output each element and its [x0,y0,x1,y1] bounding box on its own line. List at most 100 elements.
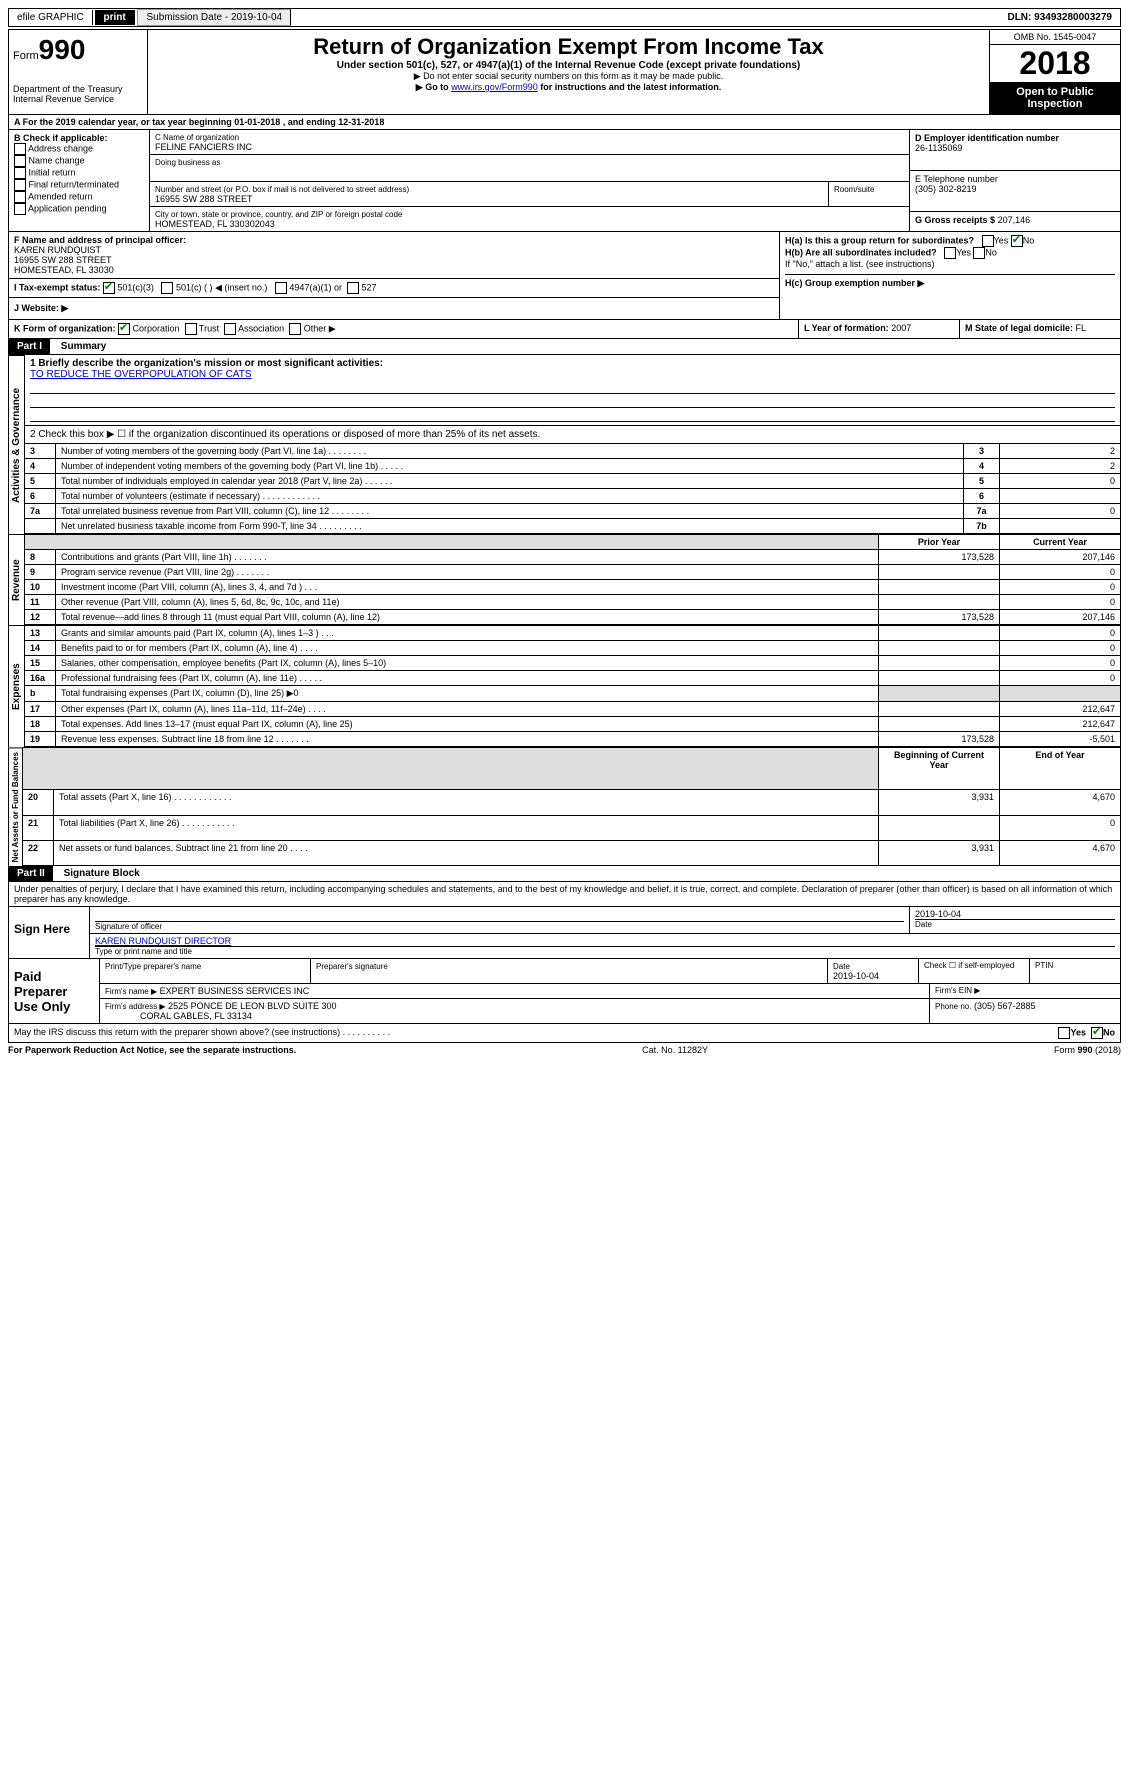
checkbox-amended[interactable] [14,191,26,203]
checkbox-app-pending[interactable] [14,203,26,215]
netassets-table: Beginning of Current YearEnd of Year20To… [23,747,1121,866]
governance-table: 3Number of voting members of the governi… [25,443,1121,534]
goto-note: ▶ Go to www.irs.gov/Form990 for instruct… [152,82,985,93]
checkbox-527[interactable] [347,282,359,294]
submission-date[interactable]: Submission Date - 2019-10-04 [137,9,291,26]
form-number: 990 [39,34,86,65]
perjury-statement: Under penalties of perjury, I declare th… [8,882,1121,907]
checkbox-trust[interactable] [185,323,197,335]
website-label: J Website: ▶ [14,303,68,313]
checkbox-501c[interactable] [161,282,173,294]
open-public: Open to Public Inspection [990,82,1120,114]
form-subtitle: Under section 501(c), 527, or 4947(a)(1)… [152,60,985,71]
irs-link[interactable]: www.irs.gov/Form990 [451,82,538,92]
city-state-zip: HOMESTEAD, FL 330302043 [155,219,275,229]
h-a: H(a) Is this a group return for subordin… [785,235,974,245]
discuss-text: May the IRS discuss this return with the… [14,1027,390,1039]
checkbox-corp[interactable] [118,323,130,335]
checkbox-discuss-yes[interactable] [1058,1027,1070,1039]
cat-no: Cat. No. 11282Y [642,1045,708,1055]
room-label: Room/suite [834,185,874,194]
gross-label: G Gross receipts $ [915,215,995,225]
gross-value: 207,146 [998,215,1031,225]
prep-sig-label: Preparer's signature [316,962,388,971]
phone-value: (305) 302-8219 [915,184,977,194]
sig-officer-label: Signature of officer [95,921,904,931]
form-label: Form [13,50,39,62]
checkbox-hb-yes[interactable] [944,247,956,259]
checkbox-addr-change[interactable] [14,143,26,155]
self-employed-check: Check ☐ if self-employed [919,959,1030,983]
section-bcdeg: B Check if applicable: Address change Na… [8,130,1121,232]
year-formation-label: L Year of formation: [804,323,889,333]
checkbox-name-change[interactable] [14,155,26,167]
top-bar: efile GRAPHIC print Submission Date - 20… [8,8,1121,27]
omb-number: OMB No. 1545-0047 [990,30,1120,45]
vlabel-revenue: Revenue [8,534,25,625]
h-note: If "No," attach a list. (see instruction… [785,259,1115,269]
city-label: City or town, state or province, country… [155,210,402,219]
h-c: H(c) Group exemption number ▶ [785,278,924,288]
phone-label: E Telephone number [915,174,998,184]
vlabel-netassets: Net Assets or Fund Balances [8,747,23,866]
ssn-note: ▶ Do not enter social security numbers o… [152,71,985,82]
checkbox-501c3[interactable] [103,282,115,294]
officer-addr2: HOMESTEAD, FL 33030 [14,265,114,275]
checkbox-4947[interactable] [275,282,287,294]
addr-label: Number and street (or P.O. box if mail i… [155,185,409,194]
checkbox-ha-yes[interactable] [982,235,994,247]
efile-label: efile GRAPHIC [9,10,93,25]
form-ref: Form 990 (2018) [1054,1045,1121,1055]
vlabel-governance: Activities & Governance [8,355,25,534]
mission-label: 1 Briefly describe the organization's mi… [30,358,383,369]
checkbox-final[interactable] [14,179,26,191]
discuss-row: May the IRS discuss this return with the… [8,1024,1121,1043]
ptin-label: PTIN [1030,959,1120,983]
tax-year: 2018 [990,45,1120,82]
org-name: FELINE FANCIERS INC [155,142,252,152]
checkbox-other[interactable] [289,323,301,335]
domicile: FL [1076,323,1087,333]
sign-here-row: Sign Here Signature of officer 2019-10-0… [8,907,1121,959]
vlabel-expenses: Expenses [8,625,25,747]
mission-text[interactable]: TO REDUCE THE OVERPOPULATION OF CATS [30,369,252,380]
paid-preparer-label: Paid Preparer Use Only [9,959,100,1023]
checkbox-hb-no[interactable] [973,247,985,259]
officer-print-name[interactable]: KAREN RUNDQUIST DIRECTOR [95,936,231,946]
print-button[interactable]: print [95,10,134,25]
box-b-label: B Check if applicable: [14,133,108,143]
h-b: H(b) Are all subordinates included? [785,247,937,257]
checkbox-discuss-no[interactable] [1091,1027,1103,1039]
checkbox-initial[interactable] [14,167,26,179]
sign-here-label: Sign Here [9,907,90,958]
pra-notice: For Paperwork Reduction Act Notice, see … [8,1045,296,1055]
form-org-label: K Form of organization: [14,323,116,333]
checkbox-assoc[interactable] [224,323,236,335]
firm-phone: (305) 567-2885 [974,1001,1036,1011]
expenses-table: 13Grants and similar amounts paid (Part … [25,625,1121,747]
org-name-label: C Name of organization [155,133,239,142]
line-a: A For the 2019 calendar year, or tax yea… [8,115,1121,130]
domicile-label: M State of legal domicile: [965,323,1073,333]
form-header: Form990 Department of the Treasury Inter… [8,29,1121,115]
ein-value: 26-1135069 [915,143,962,153]
dba-label: Doing business as [155,158,220,167]
summary-section: Activities & Governance 1 Briefly descri… [8,355,1121,534]
revenue-table: Prior YearCurrent Year8Contributions and… [25,534,1121,625]
paid-preparer-row: Paid Preparer Use Only Print/Type prepar… [8,959,1121,1024]
part-ii-header: Part II Signature Block [8,866,1121,882]
year-formation: 2007 [891,323,911,333]
section-fhij: F Name and address of principal officer:… [8,232,1121,320]
dept-treasury: Department of the Treasury [13,84,143,94]
street-address: 16955 SW 288 STREET [155,194,253,204]
footer: For Paperwork Reduction Act Notice, see … [8,1043,1121,1057]
part-i-header: Part I Summary [8,339,1121,355]
prep-date: 2019-10-04 [833,971,879,981]
firm-name: EXPERT BUSINESS SERVICES INC [160,986,310,996]
section-klm: K Form of organization: Corporation Trus… [8,320,1121,339]
prep-name-label: Print/Type preparer's name [105,962,201,971]
firm-ein-label: Firm's EIN ▶ [930,984,1120,998]
officer-label: F Name and address of principal officer: [14,235,186,245]
dln: DLN: 93493280003279 [999,10,1120,25]
checkbox-ha-no[interactable] [1011,235,1023,247]
